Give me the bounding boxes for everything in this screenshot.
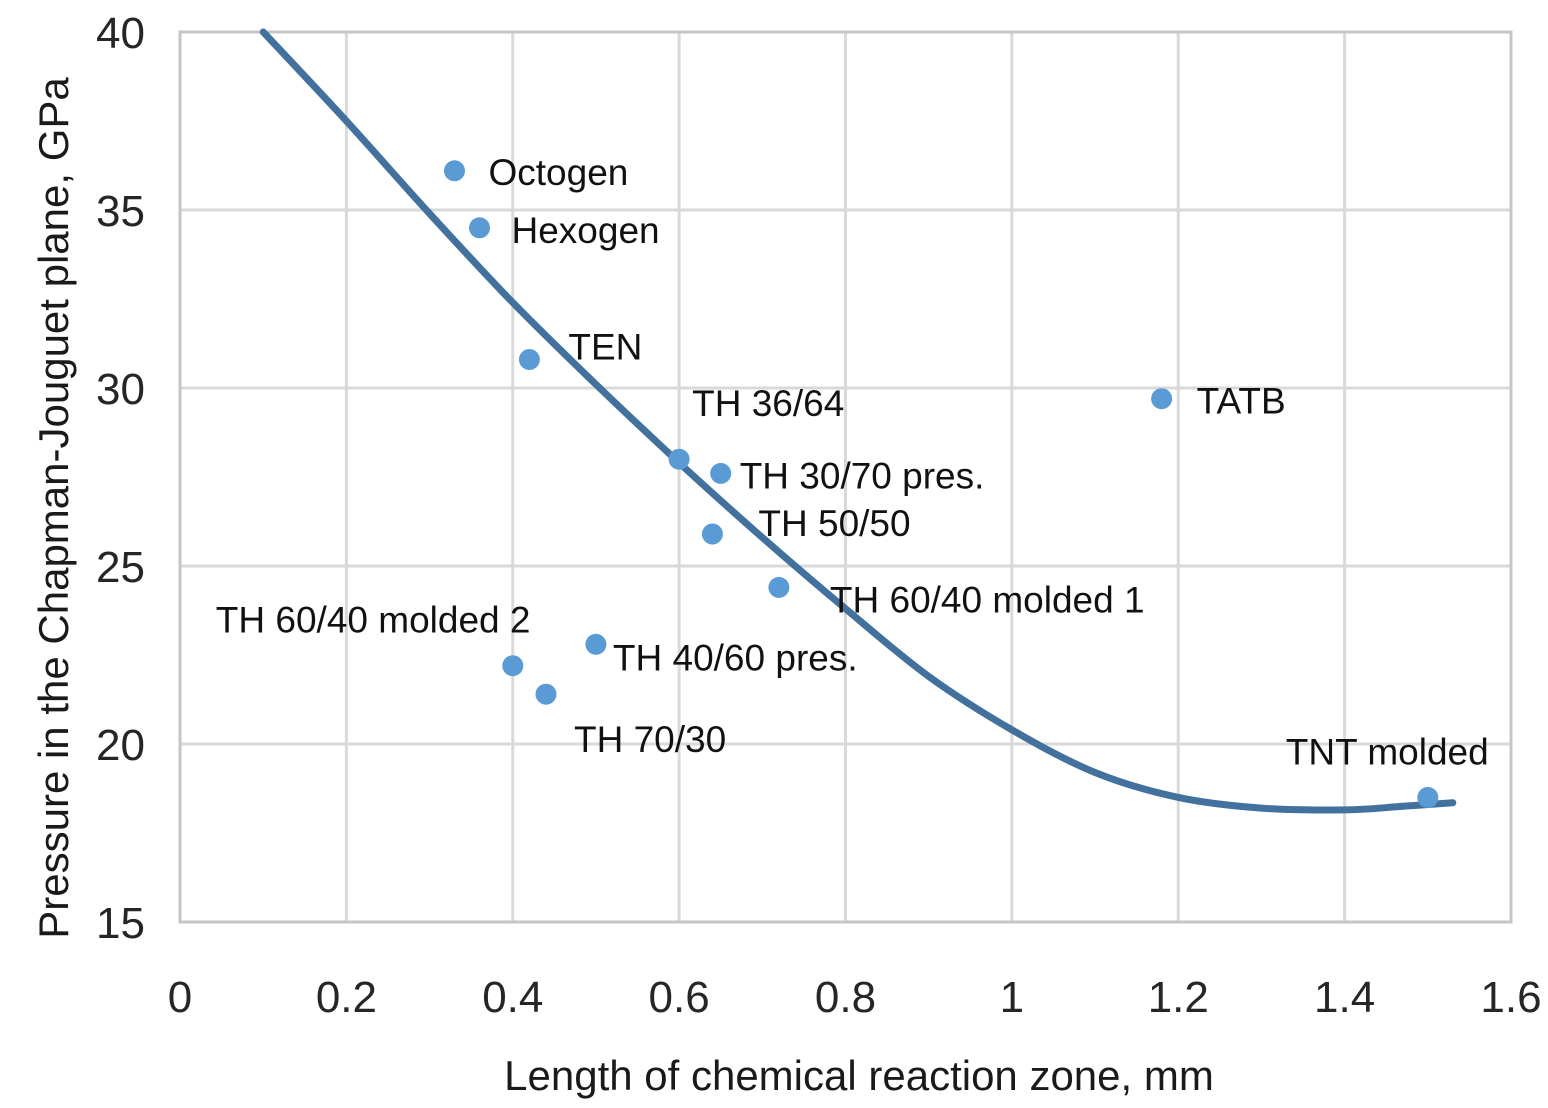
y-tick-label: 30: [96, 365, 145, 414]
y-tick-label: 25: [96, 543, 145, 592]
x-tick-label: 0.6: [649, 973, 710, 1022]
scatter-point: [668, 448, 690, 470]
point-labels: Octogen Hexogen TEN TH 36/64 TH 30/70 pres. T…: [216, 152, 1489, 773]
y-axis-title: Pressure in the Chapman-Jouguet plane, G…: [30, 77, 77, 939]
plot-area-border: [178, 30, 1513, 924]
point-label: TH 40/60 pres.: [613, 637, 858, 678]
scatter-point: [1151, 388, 1173, 410]
y-tick-label: 15: [96, 899, 145, 948]
trend-curve: [259, 28, 1457, 814]
scatter-points: [444, 160, 1439, 808]
point-label: TH 60/40 molded 2: [216, 600, 531, 641]
point-label: TATB: [1197, 381, 1286, 422]
scatter-point: [518, 349, 540, 370]
point-label: TNT molded: [1286, 731, 1489, 772]
x-tick-label: 1.6: [1480, 973, 1541, 1022]
scatter-point: [701, 523, 723, 545]
point-label: TH 70/30: [574, 719, 726, 760]
point-label: TH 60/40 molded 1: [830, 579, 1145, 620]
y-tick-label: 35: [96, 187, 145, 236]
y-tick-label: 20: [96, 721, 145, 770]
x-axis-tick-labels: 0 0.2 0.4 0.6 0.8 1 1.2 1.4 1.6: [168, 973, 1542, 1022]
scatter-point: [768, 576, 790, 598]
point-label: TH 36/64: [692, 383, 844, 424]
x-tick-label: 1.4: [1314, 973, 1375, 1022]
x-tick-label: 0.4: [482, 973, 543, 1022]
scatter-point: [444, 160, 465, 182]
scatter-point: [585, 633, 607, 655]
y-axis-tick-labels: 15 20 25 30 35 40: [96, 9, 145, 948]
y-tick-label: 40: [96, 9, 145, 58]
x-tick-label: 0: [168, 973, 192, 1022]
scatter-point: [710, 462, 732, 484]
x-axis-title: Length of chemical reaction zone, mm: [504, 1052, 1214, 1099]
point-label: TEN: [568, 327, 642, 368]
scatter-point: [535, 683, 557, 705]
point-label: Hexogen: [512, 210, 660, 251]
point-label: Octogen: [489, 152, 629, 193]
scatter-point: [502, 655, 524, 677]
point-label: TH 50/50: [758, 503, 910, 544]
x-tick-label: 0.8: [815, 973, 876, 1022]
scatter-point: [469, 217, 490, 239]
x-tick-label: 1: [1000, 973, 1024, 1022]
trend-curve-path: [259, 28, 1457, 814]
x-tick-label: 1.2: [1148, 973, 1209, 1022]
gridlines: [178, 30, 1513, 924]
point-label: TH 30/70 pres.: [740, 455, 985, 496]
scatter-point: [1417, 786, 1439, 808]
x-tick-label: 0.2: [316, 973, 377, 1022]
